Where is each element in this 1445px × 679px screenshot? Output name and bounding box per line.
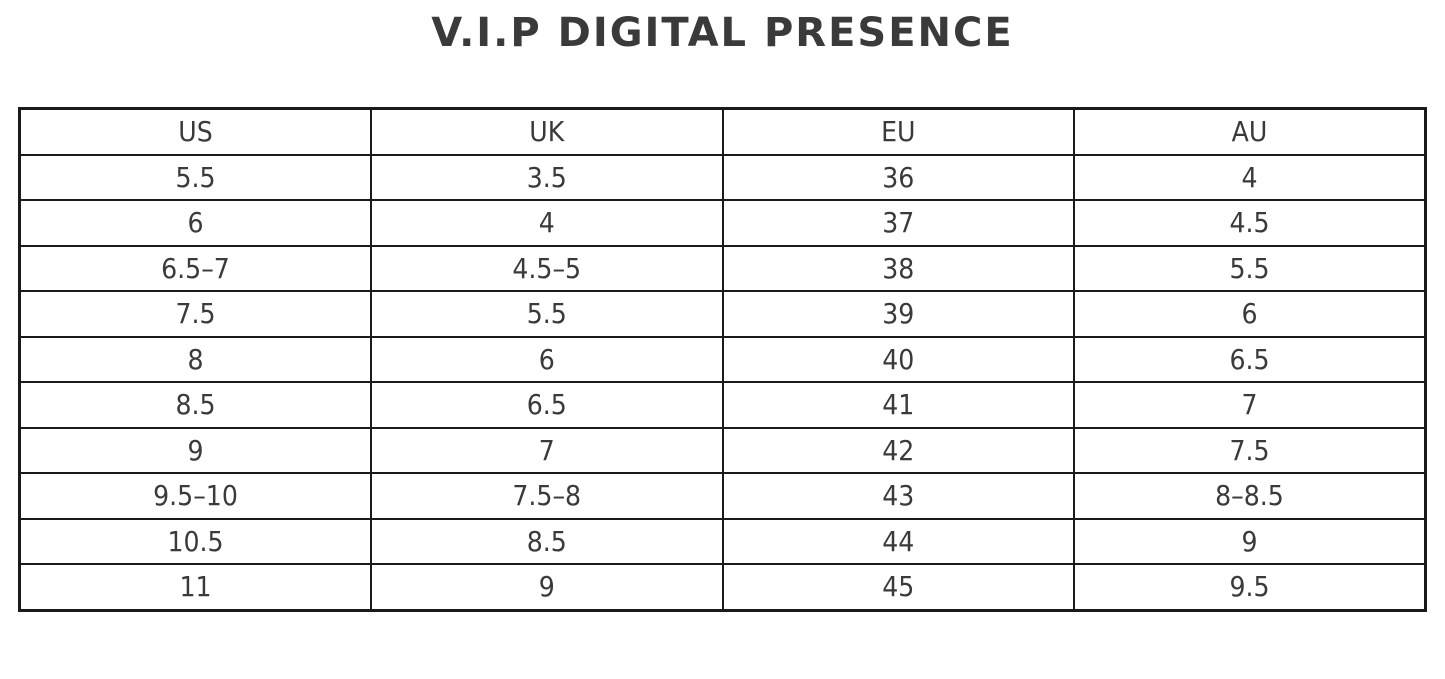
table-cell: 3.5	[370, 153, 724, 201]
table-cell: 37	[721, 199, 1075, 247]
table-row: 5.5 3.5 36 4	[18, 153, 1427, 201]
table-cell: 10.5	[18, 517, 372, 565]
table-row: 10.5 8.5 44 9	[18, 517, 1427, 565]
table-cell: 43	[721, 472, 1075, 520]
table-cell: 42	[721, 426, 1075, 474]
table-cell: 36	[721, 153, 1075, 201]
table-cell: 7.5	[1073, 426, 1427, 474]
table-cell: 7	[1073, 381, 1427, 429]
table-row: 8.5 6.5 41 7	[18, 381, 1427, 429]
table-row: 11 9 45 9.5	[18, 563, 1427, 611]
table-cell: 9.5	[1073, 563, 1427, 611]
table-cell: 6.5	[370, 381, 724, 429]
table-cell: 7	[370, 426, 724, 474]
table-cell: 9	[18, 426, 372, 474]
table-cell: 6.5	[1073, 335, 1427, 383]
table-row: 6.5–7 4.5–5 38 5.5	[18, 244, 1427, 292]
column-header-uk: UK	[370, 107, 724, 156]
table-cell: 45	[721, 563, 1075, 611]
table-cell: 9	[1073, 517, 1427, 565]
table-cell: 6	[1073, 290, 1427, 338]
table-cell: 5.5	[1073, 244, 1427, 292]
column-header-au: AU	[1073, 107, 1427, 156]
table-cell: 4	[1073, 153, 1427, 201]
table-row: 8 6 40 6.5	[18, 335, 1427, 383]
table-cell: 6.5–7	[18, 244, 372, 292]
table-cell: 8–8.5	[1073, 472, 1427, 520]
table-cell: 5.5	[370, 290, 724, 338]
table-cell: 44	[721, 517, 1075, 565]
header-row: US UK EU AU	[18, 107, 1427, 156]
table-cell: 6	[370, 335, 724, 383]
table-cell: 7.5	[18, 290, 372, 338]
table-cell: 11	[18, 563, 372, 611]
table-cell: 8	[18, 335, 372, 383]
table-row: 7.5 5.5 39 6	[18, 290, 1427, 338]
table-row: 9.5–10 7.5–8 43 8–8.5	[18, 472, 1427, 520]
table-cell: 6	[18, 199, 372, 247]
table-cell: 40	[721, 335, 1075, 383]
table-row: 6 4 37 4.5	[18, 199, 1427, 247]
table-cell: 4.5–5	[370, 244, 724, 292]
table-cell: 9.5–10	[18, 472, 372, 520]
column-header-us: US	[18, 107, 372, 156]
table-row: 9 7 42 7.5	[18, 426, 1427, 474]
table-cell: 7.5–8	[370, 472, 724, 520]
table-header: US UK EU AU	[18, 107, 1427, 156]
table-body: 5.5 3.5 36 4 6 4 37 4.5 6.5–7 4.5–5 38 5…	[18, 153, 1427, 611]
table-cell: 41	[721, 381, 1075, 429]
page-title: V.I.P DIGITAL PRESENCE	[431, 10, 1014, 56]
table-cell: 39	[721, 290, 1075, 338]
column-header-eu: EU	[721, 107, 1075, 156]
table-cell: 4.5	[1073, 199, 1427, 247]
table-cell: 8.5	[18, 381, 372, 429]
table-cell: 4	[370, 199, 724, 247]
table-cell: 9	[370, 563, 724, 611]
size-conversion-table: US UK EU AU 5.5 3.5 36 4 6 4 37 4.5 6.5–…	[18, 107, 1427, 612]
table-cell: 5.5	[18, 153, 372, 201]
table-cell: 38	[721, 244, 1075, 292]
table-cell: 8.5	[370, 517, 724, 565]
